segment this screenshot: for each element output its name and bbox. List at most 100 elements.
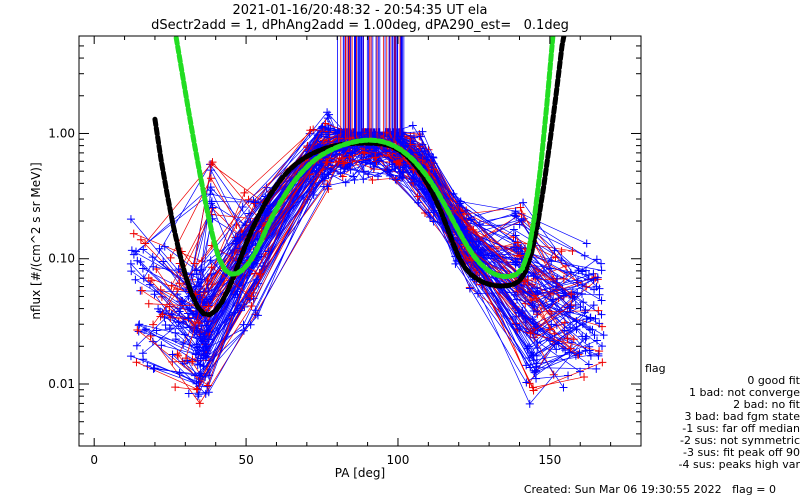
sweep-point [196,354,205,363]
sweep-point [382,147,391,156]
sweep-point [244,195,253,204]
sweep-point [428,152,437,161]
sweep-point [318,172,327,181]
sweep-point [253,311,262,320]
sweep-point [183,309,192,318]
sweep-point [576,367,585,376]
sweep-point [168,350,177,359]
sweep-point [160,242,169,251]
sweep-point [144,299,153,308]
sweep-point [580,372,589,381]
sweep-point [399,168,408,177]
sweep-point [429,165,438,174]
x-tick-label: 0 [90,453,98,467]
legend-entry: 3 bad: bad fgm state [684,410,800,423]
sweep-point [194,390,203,399]
sweep-point [348,149,357,158]
x-tick-label: 150 [538,453,561,467]
sweep-point [126,352,135,361]
sweep-point [157,341,166,350]
sweep-point [357,158,366,167]
sweep-point [134,327,143,336]
axes: 0 50 100 150 0.01 0.10 1.00 [48,36,641,467]
sweep-point [592,364,601,373]
sweep-point [202,352,211,361]
sweep-point [240,188,249,197]
sweep-point [309,180,318,189]
sweep-point [532,374,541,383]
sweep-point [238,203,247,212]
sweep-point [522,378,531,387]
sweep-point [306,126,315,135]
plot-frame [78,35,642,447]
legend-entry: 0 good fit [747,374,800,387]
sweep-point [530,368,539,377]
sweep-point [512,212,521,221]
sweep-point [334,134,343,143]
sweep-point [162,306,171,315]
sweep-point [141,239,150,248]
sweep-point [598,342,607,351]
sweep-point [566,344,575,353]
sweep-point [193,392,202,401]
sweep-point [597,310,606,319]
sweep-point [190,259,199,268]
sweep-point [586,325,595,334]
sweep-point [341,163,350,172]
sweep-point [589,301,598,310]
sweep-point [325,110,334,119]
sweep-point [150,290,159,299]
sweep-point [566,323,575,332]
sweep-point [385,167,394,176]
sweep-point [195,399,204,408]
sweep-point [158,310,167,319]
sweep-point [349,172,358,181]
sweep-point [339,159,348,168]
sweep-point [593,336,602,345]
sweep-point [192,270,201,279]
sweep-point [140,326,149,335]
sweep-point [595,284,604,293]
sweep-point [190,371,199,380]
sweep-point [591,314,600,323]
sweep-point [174,265,183,274]
sweep-point [165,324,174,333]
sweep-point [175,307,184,316]
sweep-point [547,257,556,266]
sweep-point [323,114,332,123]
legend-entry: 1 bad: not converge [689,386,800,399]
sweep-point [586,351,595,360]
sweep-point [563,334,572,343]
sweep-point [171,383,180,392]
y-tick-label: 0.01 [48,377,75,391]
legend-entry: -2 sus: not symmetric [680,434,800,447]
sweep-point [194,350,203,359]
sweep-point [148,253,157,262]
sweep-point [208,158,217,167]
sweep-point [207,263,216,272]
sweep-point [565,308,574,317]
x-axis-label: PA [deg] [335,466,385,480]
sweep-point [467,216,476,225]
sweep-point [141,325,150,334]
sweep-point [133,256,142,265]
sweep-point [512,295,521,304]
sweep-point [582,239,591,248]
sweep-point [152,326,161,335]
sweep-point [132,341,141,350]
sweep-point [554,294,563,303]
sweep-point [204,302,213,311]
sweep-point [576,302,585,311]
sweep-point [395,160,404,169]
sweep-point [429,217,438,226]
sweep-point [149,320,158,329]
sweep-point [509,225,518,234]
sweep-point [126,259,135,268]
sweep-point [416,132,425,141]
sweep-point [179,339,188,348]
sweep-point [549,370,558,379]
sweep-point [195,319,204,328]
sweep-point [577,289,586,298]
sweep-point [129,229,138,238]
sweep-point [595,347,604,356]
